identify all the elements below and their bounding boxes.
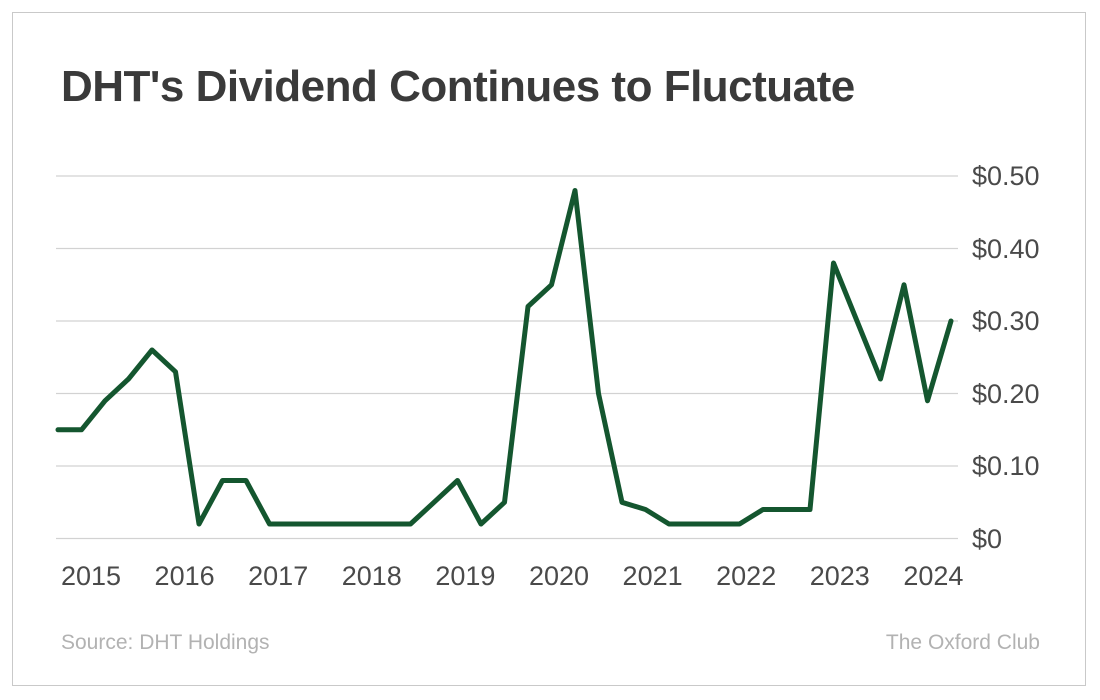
y-tick-label: $0.10 <box>972 451 1040 481</box>
y-tick-label: $0.30 <box>972 306 1040 336</box>
source-credit: Source: DHT Holdings <box>61 631 270 654</box>
chart-title: DHT's Dividend Continues to Fluctuate <box>61 62 855 111</box>
x-tick-label: 2016 <box>154 561 215 591</box>
y-tick-label: $0.40 <box>972 233 1040 264</box>
x-tick-label: 2021 <box>622 561 683 591</box>
x-tick-label: 2017 <box>248 561 309 591</box>
dividend-line <box>55 188 954 527</box>
x-tick-label: 2024 <box>903 561 964 591</box>
y-tick-label: $0 <box>972 523 1003 554</box>
chart-frame-border <box>12 12 1086 686</box>
y-tick-label: $0.20 <box>972 378 1040 409</box>
x-tick-label: 2015 <box>60 561 122 591</box>
y-tick-label: $0.50 <box>972 161 1040 191</box>
x-tick-label: 2022 <box>716 561 777 591</box>
x-tick-label: 2019 <box>435 561 496 591</box>
x-tick-label: 2023 <box>809 561 870 591</box>
publisher-credit: The Oxford Club <box>885 631 1040 654</box>
x-tick-label: 2020 <box>528 561 590 591</box>
x-tick-label: 2018 <box>341 561 402 591</box>
